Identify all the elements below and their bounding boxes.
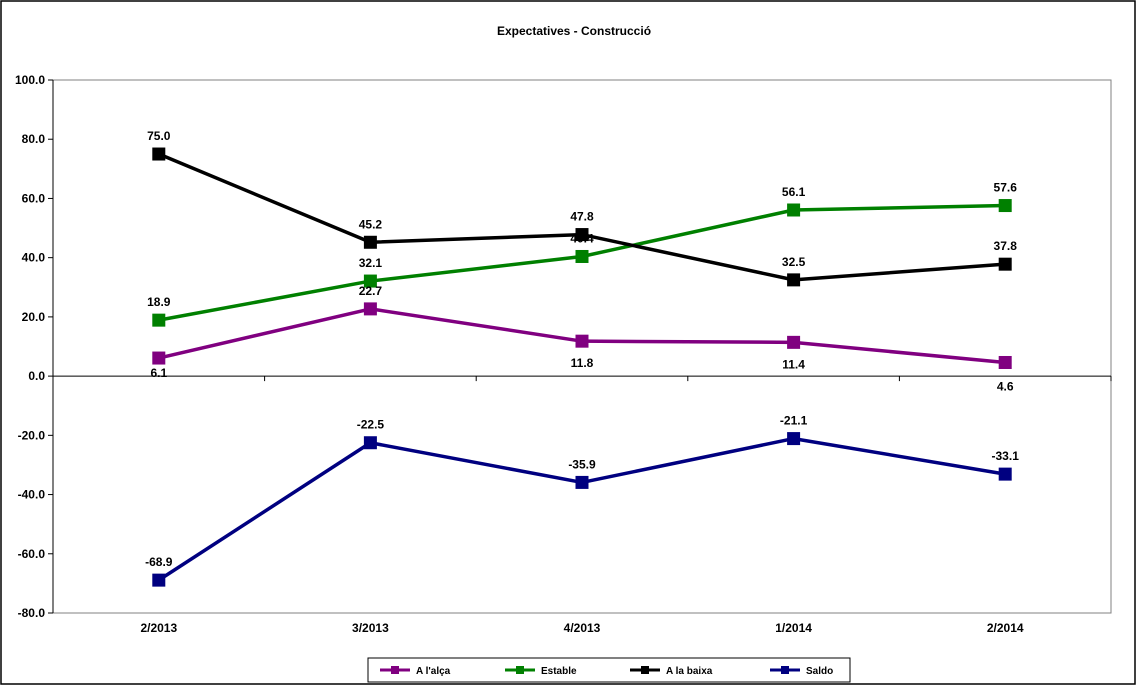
data-point-marker xyxy=(575,228,589,242)
data-label: -35.9 xyxy=(568,457,596,471)
data-point-marker xyxy=(787,335,801,349)
data-label: 37.8 xyxy=(994,239,1018,253)
legend-marker xyxy=(781,666,789,674)
data-label: 18.9 xyxy=(147,295,171,309)
x-tick-label: 2/2013 xyxy=(140,621,177,635)
data-label: 47.8 xyxy=(570,210,594,224)
y-tick-label: 40.0 xyxy=(22,251,46,265)
data-point-marker xyxy=(787,432,801,446)
data-label: 11.4 xyxy=(782,357,805,371)
data-point-marker xyxy=(787,203,801,217)
legend-label: A l'alça xyxy=(416,666,451,677)
data-label: 56.1 xyxy=(782,185,806,199)
y-tick-label: -60.0 xyxy=(18,547,46,561)
legend-marker xyxy=(641,666,649,674)
data-label: 32.5 xyxy=(782,255,806,269)
x-tick-label: 4/2013 xyxy=(564,621,601,635)
y-tick-label: 80.0 xyxy=(22,132,46,146)
data-point-marker xyxy=(363,436,377,450)
data-point-marker xyxy=(998,257,1012,271)
data-point-marker xyxy=(363,235,377,249)
data-point-marker xyxy=(787,273,801,287)
y-tick-label: 60.0 xyxy=(22,191,46,205)
data-point-marker xyxy=(575,249,589,263)
legend-marker xyxy=(391,666,399,674)
series-lines xyxy=(152,147,1012,587)
x-tick-label: 3/2013 xyxy=(352,621,389,635)
data-point-marker xyxy=(152,313,166,327)
data-point-marker xyxy=(363,302,377,316)
legend: A l'alça Estable A la baixa Saldo xyxy=(380,666,833,677)
data-label: 40.4 xyxy=(570,231,594,245)
x-tick-label: 1/2014 xyxy=(775,621,812,635)
y-tick-label: -40.0 xyxy=(18,488,46,502)
data-label: -68.9 xyxy=(145,555,173,569)
data-point-marker xyxy=(363,274,377,288)
data-label: 57.6 xyxy=(994,181,1018,195)
data-point-marker xyxy=(575,334,589,348)
data-label: 22.7 xyxy=(359,284,383,298)
chart-title: Expectatives - Construcció xyxy=(497,24,651,38)
data-label: -33.1 xyxy=(992,449,1020,463)
legend-label: Saldo xyxy=(806,666,833,677)
y-tick-label: -80.0 xyxy=(18,606,46,620)
data-point-marker xyxy=(152,573,166,587)
legend-label: Estable xyxy=(541,666,577,677)
x-tick-label: 2/2014 xyxy=(987,621,1024,635)
data-label: 4.6 xyxy=(997,379,1014,393)
data-label: 6.1 xyxy=(150,366,167,380)
data-point-marker xyxy=(998,199,1012,213)
data-label: 11.8 xyxy=(571,356,594,370)
data-label: 75.0 xyxy=(147,129,171,143)
data-label: 45.2 xyxy=(359,217,383,231)
data-point-marker xyxy=(152,147,166,161)
legend-marker xyxy=(516,666,524,674)
data-label: -22.5 xyxy=(357,418,385,432)
y-tick-label: 100.0 xyxy=(15,73,45,87)
y-tick-label: 20.0 xyxy=(22,310,46,324)
y-tick-label: -20.0 xyxy=(18,428,46,442)
data-point-marker xyxy=(152,351,166,365)
data-point-marker xyxy=(575,475,589,489)
data-label: 32.1 xyxy=(359,256,383,270)
legend-box xyxy=(367,657,851,683)
data-labels: 6.1 22.7 11.8 11.4 4.6 18.9 32.1 40.4 56.1 57.6 75… xyxy=(145,129,1019,569)
data-point-marker xyxy=(998,467,1012,481)
axes: 100.0 80.0 60.0 40.0 20.0 0.0 -20.0 -40.0 -60.0 -… xyxy=(15,73,1112,635)
data-point-marker xyxy=(998,355,1012,369)
data-label: -21.1 xyxy=(780,414,808,428)
legend-label: A la baixa xyxy=(666,666,713,677)
y-tick-label: 0.0 xyxy=(28,369,45,383)
